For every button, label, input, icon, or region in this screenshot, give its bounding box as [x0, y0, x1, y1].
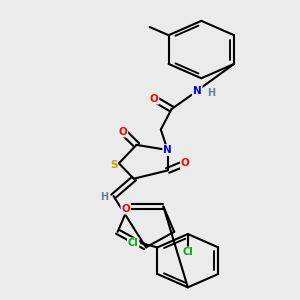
Text: O: O — [118, 127, 127, 136]
Text: N: N — [163, 145, 172, 155]
Text: O: O — [150, 94, 158, 104]
Text: H: H — [207, 88, 215, 98]
Text: O: O — [181, 158, 190, 168]
Text: S: S — [110, 160, 117, 170]
Text: Cl: Cl — [182, 248, 193, 257]
Text: N: N — [193, 85, 202, 96]
Text: H: H — [100, 192, 108, 202]
Text: Cl: Cl — [128, 238, 139, 248]
Text: O: O — [122, 204, 130, 214]
